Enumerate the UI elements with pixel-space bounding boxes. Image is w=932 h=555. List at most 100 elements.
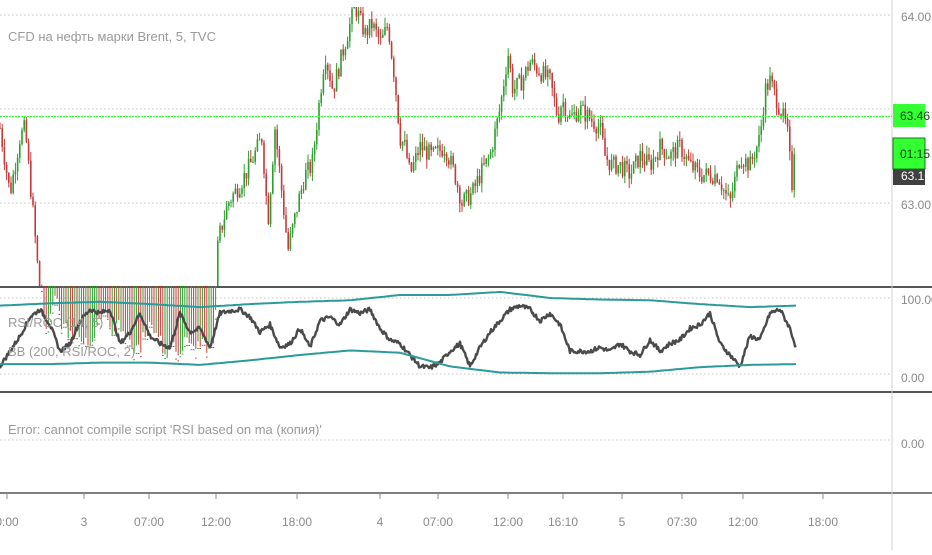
candle [569, 110, 571, 120]
candle [441, 143, 443, 158]
time-label: 18:00 [808, 515, 838, 529]
candle [397, 94, 399, 125]
candle [555, 93, 558, 117]
candle [195, 286, 197, 359]
candle [434, 145, 437, 149]
candle [448, 157, 450, 169]
candle [67, 286, 69, 341]
candle [580, 100, 582, 124]
candle [131, 286, 133, 349]
svg-text:63.46: 63.46 [900, 109, 930, 123]
bar-countdown-badge: 01:15 [892, 137, 930, 170]
candle [437, 137, 439, 156]
current-price-badge: 63.46 [893, 104, 930, 127]
candle [340, 49, 342, 77]
candle [78, 286, 80, 347]
ind2-title: BB (200, RSI/ROC, 2) [8, 344, 135, 359]
candle [10, 176, 12, 195]
candle [401, 141, 404, 152]
candle [472, 181, 474, 195]
candle [709, 165, 712, 184]
candle [63, 286, 65, 328]
candle [593, 114, 595, 133]
candle [617, 165, 619, 177]
candle [522, 74, 525, 100]
candle [602, 115, 604, 140]
candle [144, 286, 146, 340]
time-label: 5 [619, 515, 626, 529]
time-label: 18:00 [282, 515, 312, 529]
candle [701, 168, 703, 184]
candle [773, 79, 776, 96]
candle [96, 286, 98, 325]
candle [635, 153, 637, 169]
candle [256, 133, 259, 153]
candle [285, 206, 287, 233]
candle [137, 286, 140, 354]
candle [745, 153, 747, 172]
candle [406, 133, 408, 160]
candle [382, 29, 384, 39]
candle [762, 107, 765, 131]
candle [311, 147, 314, 182]
candle [221, 225, 223, 233]
candle [668, 155, 670, 159]
candle [445, 152, 448, 167]
candle [782, 102, 784, 123]
indicator-layer [0, 290, 797, 375]
candle [135, 286, 138, 354]
candle [584, 96, 586, 130]
candle [736, 160, 738, 182]
candle [450, 150, 452, 170]
price-tick-64: 64.00 [901, 10, 931, 24]
candle [747, 156, 749, 178]
candle [672, 141, 674, 161]
candle [1, 123, 3, 152]
candle [362, 7, 364, 38]
candle [432, 146, 435, 152]
candle [104, 286, 107, 317]
candle [791, 145, 793, 193]
candle [300, 185, 303, 200]
bb-upper-band [0, 290, 797, 309]
candle [467, 186, 470, 206]
candle [674, 142, 677, 167]
candle [657, 151, 659, 168]
candle [760, 119, 762, 143]
candle [384, 17, 386, 36]
candle [305, 162, 307, 191]
candle [505, 66, 507, 95]
candle [151, 286, 153, 328]
candle [758, 125, 760, 153]
svg-text:63.10: 63.10 [901, 169, 931, 183]
candle [184, 286, 186, 348]
candle [320, 89, 322, 107]
candle [379, 28, 382, 45]
candle [269, 192, 272, 228]
candle [164, 286, 166, 360]
candle [646, 145, 648, 166]
candle [712, 177, 714, 186]
candle [683, 148, 685, 166]
candle [518, 73, 520, 80]
candle [142, 286, 144, 340]
candle [637, 155, 639, 169]
candle [54, 286, 56, 306]
candle [714, 165, 716, 187]
time-axis[interactable]: 0:00 3 07:00 12:00 18:00 4 07:00 12:00 16:10 5 07:… [0, 493, 838, 529]
candle [287, 228, 289, 252]
candle [331, 73, 333, 90]
candle [650, 154, 652, 175]
candle [690, 152, 692, 163]
candle [243, 164, 245, 197]
candle [247, 150, 250, 186]
candle [459, 185, 461, 213]
candle [168, 286, 171, 350]
candle [38, 260, 41, 286]
candle [408, 152, 410, 165]
candle [652, 149, 655, 175]
candle [89, 286, 91, 348]
candle [412, 155, 415, 173]
